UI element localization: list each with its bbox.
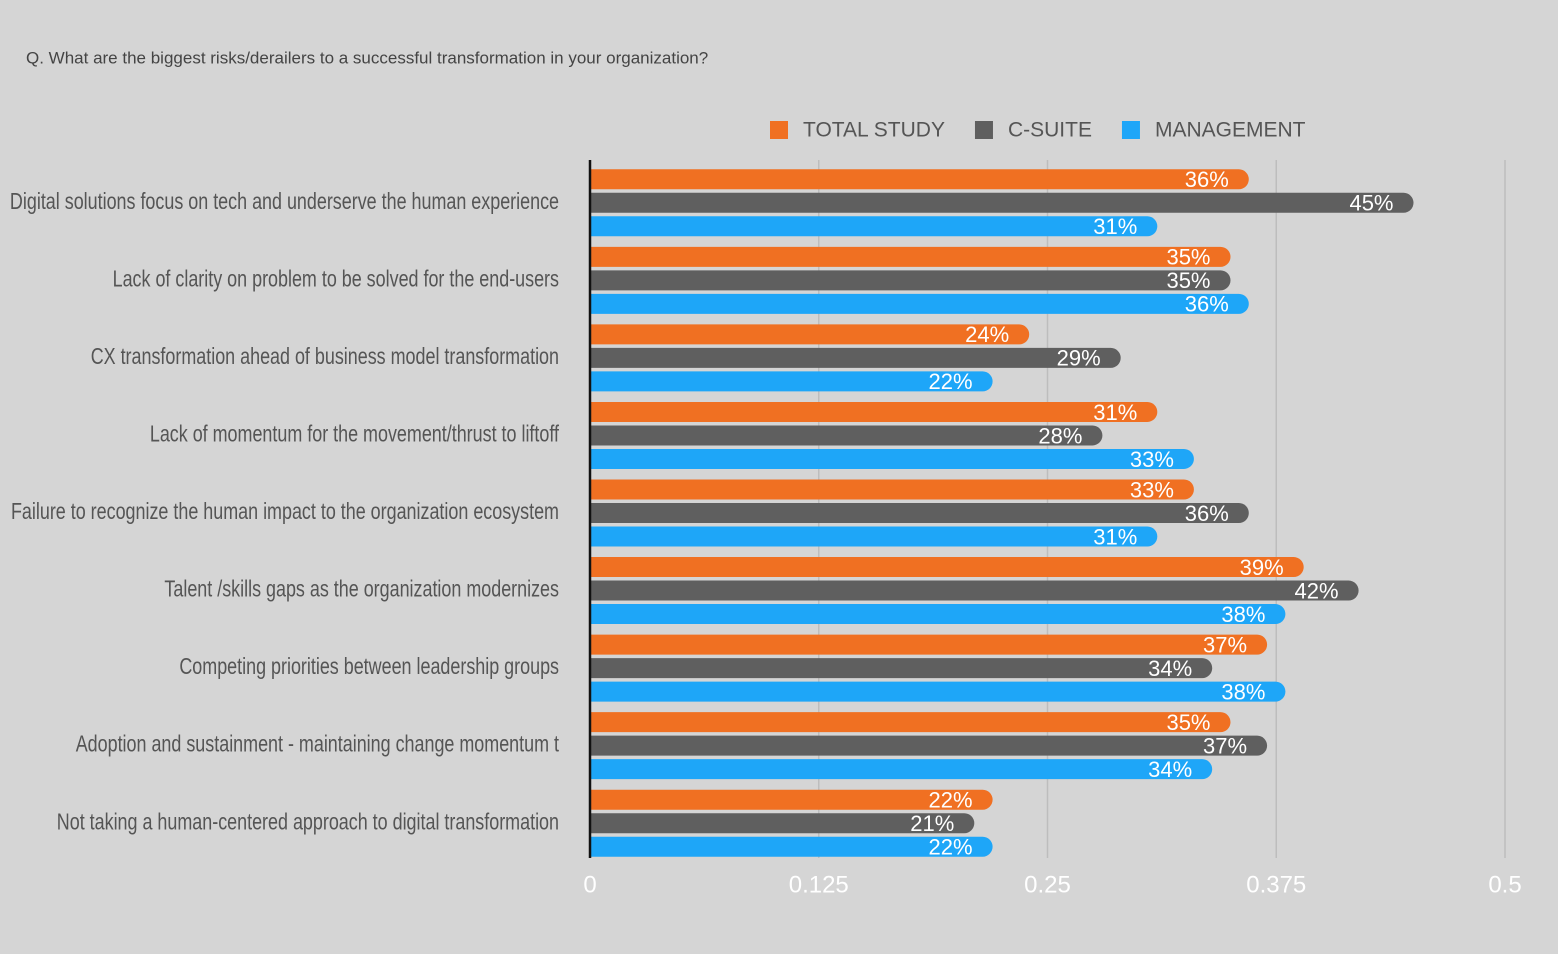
bar xyxy=(590,270,1231,291)
category-label: Lack of clarity on problem to be solved … xyxy=(113,266,559,292)
value-label: 38% xyxy=(1221,679,1265,704)
value-label: 35% xyxy=(1166,245,1210,270)
value-label: 42% xyxy=(1295,578,1339,603)
legend-swatch xyxy=(770,121,788,139)
category-label: CX transformation ahead of business mode… xyxy=(91,344,559,370)
value-label: 29% xyxy=(1057,346,1101,371)
value-label: 35% xyxy=(1166,710,1210,735)
legend-swatch xyxy=(974,121,993,139)
value-label: 34% xyxy=(1148,757,1192,782)
bar xyxy=(590,293,1249,314)
bar xyxy=(590,371,993,392)
bar xyxy=(590,448,1194,469)
legend-label: C-SUITE xyxy=(1008,119,1092,142)
value-label: 33% xyxy=(1130,477,1174,502)
legend-label: MANAGEMENT xyxy=(1155,119,1306,142)
value-label: 22% xyxy=(929,835,973,860)
x-tick-label: 0.25 xyxy=(1024,871,1071,898)
category-label: Talent /skills gaps as the organization … xyxy=(164,577,559,603)
bar xyxy=(590,712,1231,733)
value-label: 37% xyxy=(1203,733,1247,758)
legend-swatch xyxy=(1121,121,1140,139)
legend-label: TOTAL STUDY xyxy=(803,119,945,142)
bar xyxy=(590,479,1194,500)
value-label: 36% xyxy=(1185,292,1229,317)
bar xyxy=(590,759,1213,780)
category-label: Failure to recognize the human impact to… xyxy=(11,499,559,525)
bar xyxy=(590,604,1286,625)
bar xyxy=(590,425,1103,446)
bar xyxy=(590,634,1268,655)
bar xyxy=(590,836,993,857)
bar xyxy=(590,216,1158,237)
value-label: 36% xyxy=(1185,167,1229,192)
bar xyxy=(590,503,1249,523)
value-label: 31% xyxy=(1093,524,1137,549)
bar xyxy=(590,557,1304,578)
x-tick-label: 0.5 xyxy=(1488,871,1521,898)
bar xyxy=(590,526,1158,547)
category-label: Competing priorities between leadership … xyxy=(179,654,559,680)
bar xyxy=(590,813,975,834)
value-label: 36% xyxy=(1185,501,1229,526)
value-label: 22% xyxy=(929,788,973,813)
category-label: Adoption and sustainment - maintaining c… xyxy=(76,732,560,758)
value-label: 22% xyxy=(929,369,973,394)
x-tick-label: 0 xyxy=(583,871,596,898)
chart-title: Q. What are the biggest risks/derailers … xyxy=(26,48,708,67)
bar xyxy=(590,347,1121,368)
value-label: 24% xyxy=(965,322,1009,347)
value-label: 21% xyxy=(910,811,954,836)
bar xyxy=(590,401,1158,422)
category-label: Lack of momentum for the movement/thrust… xyxy=(150,421,559,447)
value-label: 38% xyxy=(1221,602,1265,627)
bar xyxy=(590,735,1268,756)
value-label: 31% xyxy=(1093,400,1137,425)
x-tick-label: 0.125 xyxy=(789,871,849,898)
value-label: 31% xyxy=(1093,214,1137,239)
bar xyxy=(590,580,1359,601)
bar xyxy=(590,324,1030,345)
bar xyxy=(590,169,1249,190)
value-label: 28% xyxy=(1038,423,1082,448)
category-label: Digital solutions focus on tech and unde… xyxy=(10,189,559,215)
bar xyxy=(590,658,1213,679)
x-tick-label: 0.375 xyxy=(1246,871,1306,898)
value-label: 39% xyxy=(1240,555,1284,580)
bar xyxy=(590,246,1231,267)
value-label: 33% xyxy=(1130,447,1174,472)
category-label: Not taking a human-centered approach to … xyxy=(57,809,559,835)
value-label: 37% xyxy=(1203,632,1247,657)
bar xyxy=(590,681,1286,702)
value-label: 34% xyxy=(1148,656,1192,681)
bar xyxy=(590,192,1414,213)
value-label: 45% xyxy=(1349,191,1393,216)
bar xyxy=(590,789,993,810)
value-label: 35% xyxy=(1166,268,1210,293)
